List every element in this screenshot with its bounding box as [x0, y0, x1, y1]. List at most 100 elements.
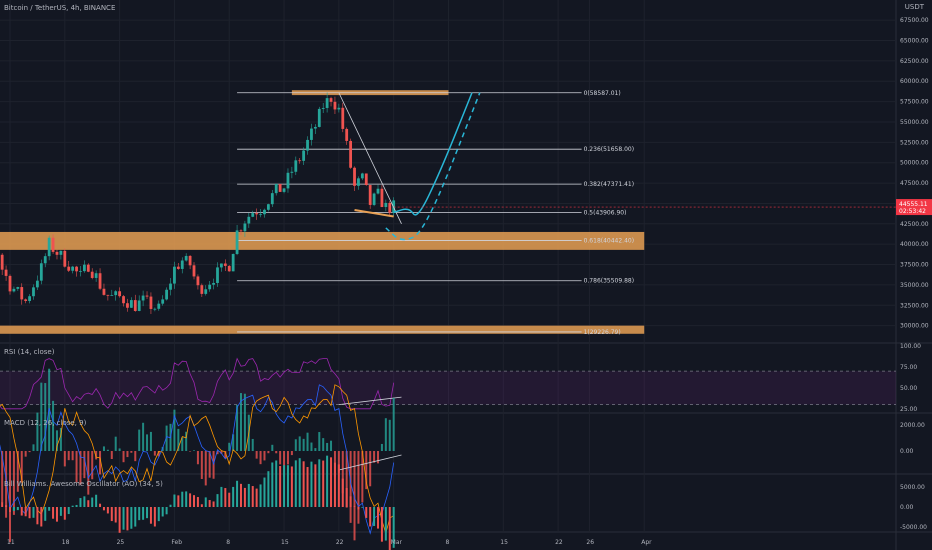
rsi-divergence-line [338, 396, 402, 406]
ao-bar [337, 464, 340, 507]
price-axis-tick: 52500.00 [900, 139, 929, 146]
ao-bar [298, 458, 301, 507]
candle-body [298, 160, 302, 162]
price-axis-tick: 60000.00 [900, 78, 929, 85]
ao-bar [149, 507, 152, 524]
candle-body [259, 214, 262, 216]
macd-histogram-bar [267, 451, 270, 454]
candle-body [227, 265, 231, 272]
macd-histogram-bar [345, 451, 348, 508]
macd-histogram-bar [377, 451, 380, 464]
candle-body [8, 275, 12, 292]
candle-body [36, 280, 39, 288]
macd-histogram-bar [283, 451, 286, 477]
fib-label: 1(29226.79) [584, 329, 621, 336]
price-axis-tick: 50000.00 [900, 160, 929, 167]
candle-body [251, 213, 255, 217]
time-axis-tick: 25 [117, 539, 125, 546]
macd-histogram-bar [286, 451, 289, 465]
candle-body [145, 295, 149, 297]
candle-body [286, 172, 290, 189]
candle-body [290, 171, 294, 173]
macd-histogram-bar [32, 444, 35, 451]
macd-histogram-bar [243, 393, 246, 451]
time-axis-tick: Mar [391, 539, 403, 546]
ao-bar [75, 504, 78, 507]
candle-body [79, 271, 82, 272]
rsi-axis-tick: 75.00 [900, 364, 917, 371]
candle-body [360, 173, 364, 179]
candle-body [141, 295, 145, 301]
ao-bar [228, 492, 231, 507]
ao-bar [87, 500, 90, 507]
price-axis-tick: 37500.00 [900, 262, 929, 269]
price-axis-tick: 35000.00 [900, 282, 929, 289]
candle-body [274, 183, 278, 194]
macd-histogram-bar [271, 444, 274, 451]
ao-bar [169, 504, 172, 507]
candle-body [239, 230, 243, 232]
candle-body [4, 269, 8, 276]
ao-bar [161, 507, 164, 517]
macd-histogram-bar [208, 451, 211, 478]
candle-body [266, 204, 270, 210]
macd-histogram-bar [228, 442, 231, 451]
time-axis-tick: 8 [226, 539, 230, 546]
candle-body [51, 237, 55, 252]
ao-bar [357, 507, 360, 510]
ao-bar [310, 461, 313, 507]
candle-body [82, 264, 86, 272]
candle-body [67, 266, 71, 271]
macd-histogram-bar [310, 442, 313, 451]
candle-body [39, 263, 43, 281]
ao-bar [173, 494, 176, 507]
candle-body [223, 263, 227, 266]
candle-body [173, 266, 176, 284]
ao-bar [369, 507, 372, 527]
ao-bar [138, 507, 141, 521]
candle-body [0, 254, 4, 270]
ao-bar [114, 507, 117, 523]
candle-body [43, 256, 47, 264]
ao-bar [193, 495, 196, 507]
ao-bar [263, 477, 266, 507]
time-axis-tick: 22 [336, 539, 344, 546]
candle-body [98, 273, 102, 289]
ao-bar [388, 507, 391, 550]
macd-histogram-bar [279, 451, 282, 465]
fib-label: 0.786(35509.88) [584, 278, 635, 285]
macd-histogram-bar [165, 425, 168, 451]
ao-bar [243, 487, 246, 507]
ao-bar [134, 507, 137, 527]
candle-body [333, 101, 337, 110]
candle-body [90, 271, 94, 278]
candle-body [192, 265, 196, 277]
ao-bar [95, 494, 98, 507]
ao-bar [102, 507, 105, 511]
macd-histogram-bar [255, 451, 258, 459]
candle-body [200, 285, 204, 294]
macd-histogram-bar [142, 422, 145, 451]
macd-histogram-bar [95, 451, 98, 460]
macd-histogram-bar [9, 451, 11, 543]
ao-axis-tick: 5000.00 [900, 484, 925, 491]
time-axis-tick: 15 [500, 539, 508, 546]
candle-body [47, 237, 51, 257]
fib-label: 0.382(47371.41) [584, 181, 635, 188]
macd-histogram-bar [388, 419, 391, 451]
rsi-axis-tick: 25.00 [900, 406, 917, 413]
macd-histogram-bar [365, 451, 368, 490]
candle-body [20, 287, 24, 300]
candle-body [24, 299, 28, 301]
macd-histogram-bar [189, 451, 192, 452]
ao-bar [91, 497, 94, 507]
ao-bar [200, 504, 203, 507]
time-axis-tick: 8 [445, 539, 449, 546]
rsi-panel-title: RSI (14, close) [4, 348, 55, 356]
ao-bar [267, 471, 270, 507]
macd-histogram-bar [318, 432, 321, 451]
candle-body [349, 140, 353, 168]
fib-label: 0.618(40442.40) [584, 238, 635, 245]
macd-histogram-bar [216, 451, 219, 455]
